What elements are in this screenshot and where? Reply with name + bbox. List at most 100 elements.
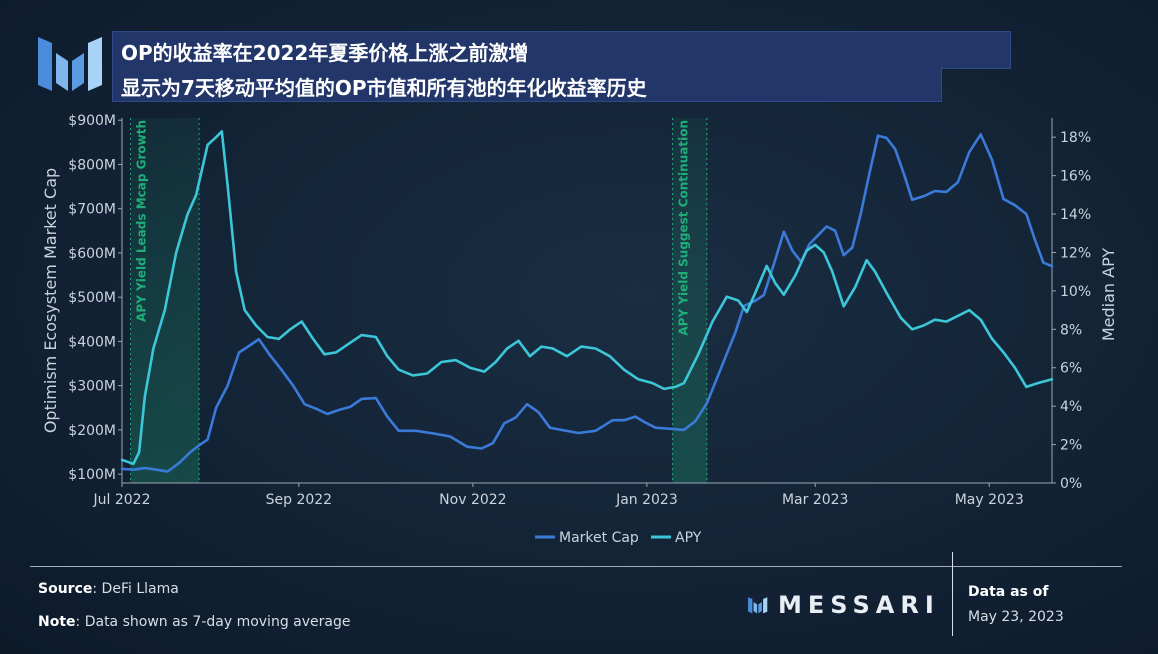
market-cap-point: [623, 419, 625, 421]
title-banner: OP的收益率在2022年夏季价格上涨之前激增: [112, 31, 1011, 69]
apy-point: [440, 361, 443, 363]
apy-point: [697, 353, 699, 355]
apy-point: [609, 355, 611, 357]
right-tick-label: 10%: [1060, 284, 1091, 300]
apy-point: [312, 338, 314, 340]
market-cap-point: [817, 234, 819, 236]
market-cap-point: [269, 355, 271, 357]
source-value: DeFi Llama: [101, 581, 179, 597]
right-tick-label: 8%: [1060, 322, 1082, 338]
apy-point: [469, 367, 471, 369]
apy-point: [934, 319, 936, 321]
market-cap-point: [155, 469, 157, 471]
apy-point: [663, 388, 665, 390]
x-tick-label: May 2023: [955, 492, 1024, 508]
market-cap-line: [120, 133, 1054, 473]
apy-point: [854, 286, 856, 288]
apy-point: [991, 338, 993, 340]
market-cap-point: [375, 397, 377, 399]
chart-svg: APY Yield Leads Mcap Growth APY Yield Sug…: [41, 113, 1118, 546]
apy-point: [412, 374, 414, 376]
apy-point: [517, 340, 520, 342]
apy-point: [152, 347, 154, 350]
market-cap-point: [132, 469, 134, 471]
market-cap-point: [783, 231, 785, 233]
apy-point: [215, 136, 217, 138]
market-cap-point: [851, 247, 853, 249]
left-tick-label: $600M: [68, 246, 116, 262]
market-cap-point: [860, 212, 862, 214]
right-axis-title: Median APY: [1099, 248, 1118, 342]
apy-point: [187, 213, 189, 215]
market-cap-point: [683, 429, 685, 431]
market-cap-point: [826, 225, 828, 227]
apy-point: [235, 271, 237, 273]
market-cap-point: [281, 369, 283, 371]
market-cap-point: [515, 416, 517, 419]
apy-point: [121, 459, 123, 461]
apy-line: [120, 130, 1054, 466]
market-cap-point: [432, 432, 434, 434]
market-cap-point: [934, 190, 936, 192]
market-cap-point: [480, 447, 482, 450]
apy-point: [278, 338, 280, 340]
annotation-region-2: [672, 118, 707, 483]
market-cap-point: [144, 467, 146, 469]
market-cap-point: [560, 429, 562, 431]
chart-title: OP的收益率在2022年夏季价格上涨之前激增: [121, 41, 529, 65]
apy-point: [207, 144, 209, 146]
x-tick-label: Nov 2022: [439, 492, 506, 508]
market-cap-point: [868, 172, 871, 174]
right-tick-label: 14%: [1060, 207, 1091, 223]
apy-point: [737, 299, 739, 302]
market-cap-point: [1051, 265, 1053, 267]
apy-point: [814, 244, 816, 246]
apy-point: [361, 334, 363, 336]
apy-point: [766, 265, 768, 267]
right-tick-label: 18%: [1060, 130, 1091, 146]
market-cap-point: [911, 199, 913, 201]
apy-point: [244, 309, 246, 311]
market-cap-point: [885, 137, 888, 139]
market-cap-point: [526, 403, 528, 405]
market-cap-point: [843, 254, 845, 256]
apy-point: [1025, 386, 1027, 388]
apy-point: [483, 371, 485, 373]
market-cap-point: [503, 422, 505, 424]
annotation-label-2: APY Yield Suggest Continuation: [677, 120, 691, 336]
market-cap-point: [349, 406, 351, 408]
market-cap-point: [612, 419, 614, 421]
apy-point: [221, 130, 223, 132]
market-cap-point: [189, 451, 192, 453]
left-tick-label: $500M: [68, 290, 116, 306]
source-line: Source: DeFi Llama: [38, 581, 179, 597]
apy-point: [652, 382, 654, 384]
apy-point: [794, 274, 796, 277]
apy-point: [289, 328, 291, 330]
apy-point: [1051, 378, 1053, 380]
apy-point: [266, 336, 269, 338]
annotation-label-1: APY Yield Leads Mcap Growth: [135, 120, 149, 322]
x-tick-label: Mar 2023: [782, 492, 849, 508]
market-cap-point: [834, 230, 836, 232]
market-cap-point: [654, 427, 657, 429]
footer-vertical-divider: [952, 552, 953, 636]
apy-point: [945, 321, 948, 323]
apy-point: [255, 324, 257, 327]
chart-subtitle: 显示为7天移动平均值的OP市值和所有池的年化收益率历史: [121, 76, 647, 100]
apy-point: [301, 321, 303, 323]
market-cap-point: [923, 195, 925, 197]
market-cap-point: [763, 294, 765, 296]
market-cap-point: [227, 385, 229, 387]
apy-point: [335, 351, 337, 353]
market-cap-point: [492, 442, 494, 444]
market-cap-point: [215, 407, 217, 409]
note-label: Note: [38, 614, 76, 630]
market-cap-point: [877, 135, 879, 137]
apy-point: [980, 319, 982, 321]
apy-point: [132, 463, 134, 465]
left-axis-title: Optimism Ecosystem Market Cap: [41, 168, 60, 433]
market-cap-point: [449, 435, 451, 438]
apy-point: [911, 328, 913, 330]
market-cap-point: [338, 409, 340, 411]
